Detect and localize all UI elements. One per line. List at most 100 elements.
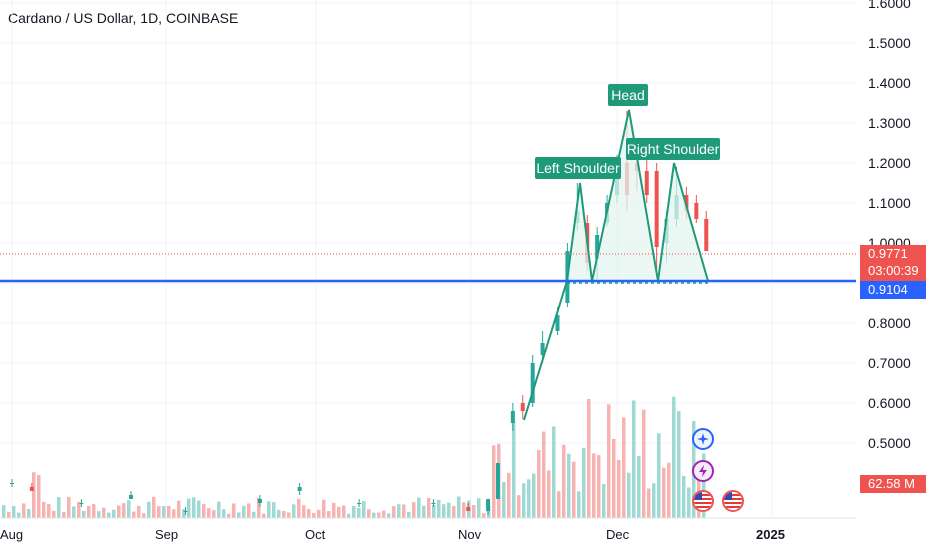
volume-bar bbox=[162, 506, 166, 518]
candle-body bbox=[555, 315, 560, 331]
label-head: Head bbox=[608, 84, 648, 106]
volume-bar bbox=[42, 501, 46, 518]
head-and-shoulders-pattern[interactable] bbox=[523, 109, 709, 421]
volume-bar bbox=[197, 500, 201, 518]
price-tick: 1.5000 bbox=[868, 35, 911, 51]
star-icon[interactable] bbox=[692, 428, 714, 450]
volume-bar bbox=[392, 506, 396, 518]
volume-bar bbox=[427, 498, 431, 518]
volume-bar bbox=[492, 445, 496, 518]
chart-title: Cardano / US Dollar, 1D, COINBASE bbox=[8, 10, 239, 26]
volume-bar bbox=[687, 487, 691, 518]
candle-body bbox=[431, 503, 436, 504]
volume-bar bbox=[177, 500, 181, 518]
price-tick: 0.8000 bbox=[868, 315, 911, 331]
volume-bar bbox=[237, 512, 241, 518]
time-axis[interactable]: Aug Sep Oct Nov Dec 2025 bbox=[0, 517, 856, 542]
volume-bar bbox=[202, 504, 206, 518]
volume-bar bbox=[532, 473, 536, 518]
volume-bar bbox=[537, 450, 541, 518]
price-tick: 1.6000 bbox=[868, 0, 911, 11]
volume-bar bbox=[482, 513, 486, 518]
volume-bar bbox=[302, 505, 306, 518]
support-level-badge[interactable]: 0.9104 bbox=[860, 281, 926, 299]
volume-bar bbox=[607, 404, 611, 518]
volume-bar bbox=[412, 502, 416, 518]
volume-bar bbox=[137, 505, 141, 518]
volume-bar bbox=[312, 512, 316, 518]
price-axis[interactable]: 1.6000 1.5000 1.4000 1.3000 1.2000 1.100… bbox=[868, 0, 911, 451]
volume-bar bbox=[667, 462, 671, 518]
volume-bar bbox=[517, 495, 521, 518]
candle-body bbox=[257, 499, 262, 503]
volume-bar bbox=[167, 505, 171, 518]
volume-bar bbox=[127, 500, 131, 518]
volume-badge: 62.58 M bbox=[860, 475, 926, 493]
candle-body bbox=[704, 219, 709, 251]
svg-text:Left Shoulder: Left Shoulder bbox=[536, 160, 620, 176]
candle-body bbox=[595, 235, 600, 259]
svg-text:Right Shoulder: Right Shoulder bbox=[627, 141, 720, 157]
volume-bar bbox=[357, 507, 361, 518]
price-tick: 1.2000 bbox=[868, 155, 911, 171]
volume-bar bbox=[372, 512, 376, 518]
volume-bar bbox=[322, 499, 326, 518]
volume-bar bbox=[212, 510, 216, 518]
grid-horizontal bbox=[0, 2, 856, 444]
volume-bar bbox=[437, 499, 441, 518]
volume-bar bbox=[587, 398, 591, 518]
volume-bar bbox=[402, 504, 406, 518]
volume-bar bbox=[502, 481, 506, 518]
volume-bar bbox=[92, 504, 96, 518]
last-price-value: 0.9771 bbox=[868, 246, 908, 261]
price-tick: 0.7000 bbox=[868, 355, 911, 371]
candle-body bbox=[530, 363, 535, 403]
volume-bar bbox=[382, 510, 386, 518]
volume-bar bbox=[297, 498, 301, 518]
candle-body bbox=[654, 171, 659, 247]
volume-bar bbox=[282, 510, 286, 518]
volume-bar bbox=[227, 513, 231, 518]
volume-bar bbox=[152, 496, 156, 518]
volume-bar bbox=[447, 502, 451, 518]
volume-bar bbox=[47, 503, 51, 518]
us-flag-icon[interactable] bbox=[692, 490, 714, 512]
lightning-icon[interactable] bbox=[692, 460, 714, 482]
volume-bar bbox=[432, 505, 436, 518]
volume-bar bbox=[582, 447, 586, 518]
volume-bar bbox=[352, 505, 356, 518]
volume-bar bbox=[512, 421, 516, 518]
candle-body bbox=[486, 499, 491, 511]
volume-bar bbox=[97, 511, 101, 518]
volume-bar bbox=[107, 512, 111, 518]
volume-bar bbox=[407, 511, 411, 518]
volume-bar bbox=[527, 479, 531, 518]
volume-bar bbox=[622, 417, 626, 518]
volume-bar bbox=[112, 509, 116, 518]
candle-body bbox=[694, 203, 699, 219]
volume-bar bbox=[57, 497, 61, 518]
volume-bar bbox=[272, 502, 276, 518]
candle-body bbox=[357, 503, 362, 504]
volume-bar bbox=[597, 455, 601, 518]
volume-bar bbox=[337, 506, 341, 518]
candle-body bbox=[510, 411, 515, 423]
volume-bar bbox=[182, 509, 186, 518]
volume-bar bbox=[487, 505, 491, 518]
volume-bar bbox=[557, 491, 561, 518]
candle-body bbox=[129, 495, 134, 499]
candle-body bbox=[183, 511, 188, 512]
time-tick: Dec bbox=[606, 527, 630, 542]
volume-bar bbox=[292, 504, 296, 518]
us-flag-icon[interactable] bbox=[722, 490, 744, 512]
volume-bar bbox=[377, 512, 381, 518]
volume-bar bbox=[577, 491, 581, 518]
volume-bar bbox=[702, 453, 706, 518]
volume-bar bbox=[542, 431, 546, 518]
candle-body bbox=[79, 503, 84, 504]
volume-histogram bbox=[2, 396, 706, 518]
volume-bar bbox=[507, 472, 511, 518]
volume-bar bbox=[172, 509, 176, 518]
volume-bar bbox=[72, 506, 76, 518]
